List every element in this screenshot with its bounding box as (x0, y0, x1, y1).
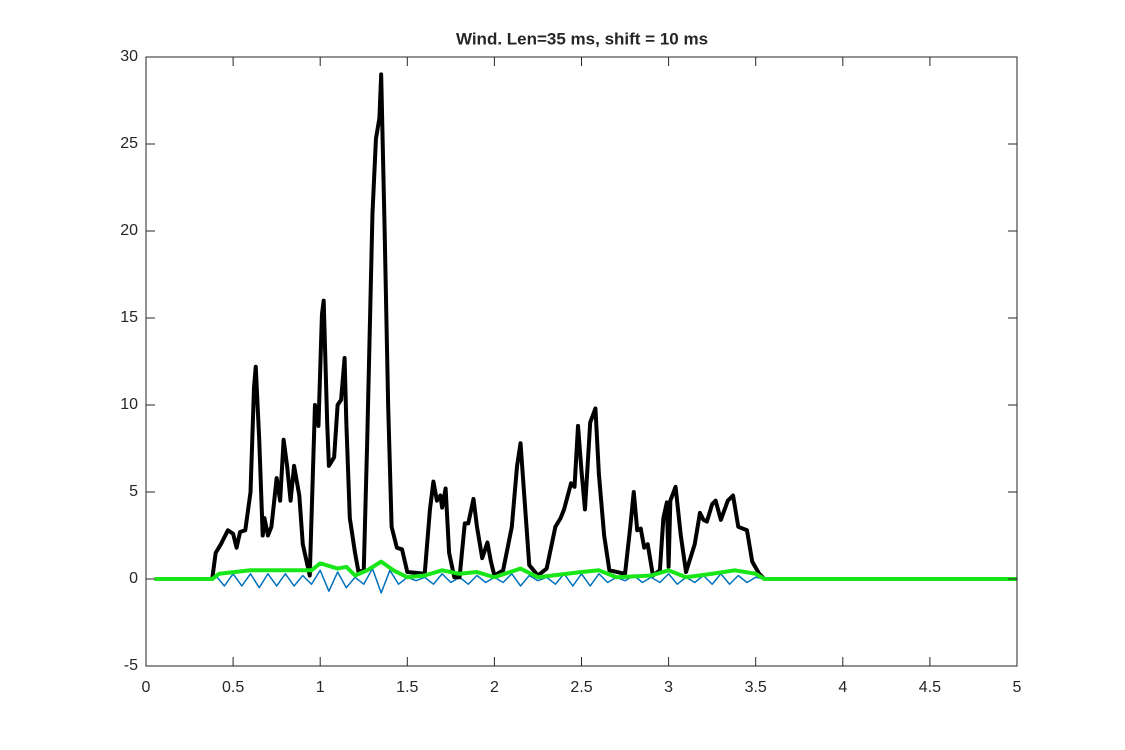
x-tick-label: 4.5 (919, 679, 941, 696)
y-tick-label: 20 (120, 222, 138, 239)
x-tick-label: 4 (838, 679, 847, 696)
x-tick-label: 3.5 (745, 679, 767, 696)
x-tick-label: 1 (316, 679, 325, 696)
x-tick-label: 5 (1013, 679, 1022, 696)
x-tick-label: 1.5 (396, 679, 418, 696)
data-line (154, 567, 1017, 594)
chart-title: Wind. Len=35 ms, shift = 10 ms (456, 29, 708, 48)
x-tick-label: 0.5 (222, 679, 244, 696)
data-line (154, 559, 1017, 581)
y-tick-label: 0 (129, 570, 138, 587)
x-tick-label: 0 (142, 679, 151, 696)
y-tick-label: -5 (124, 657, 138, 674)
x-tick-label: 3 (664, 679, 673, 696)
plot-area (146, 57, 1017, 666)
data-line (154, 72, 1017, 581)
y-tick-label: 30 (120, 48, 138, 65)
y-tick-label: 10 (120, 396, 138, 413)
y-tick-label: 5 (129, 483, 138, 500)
y-tick-label: 25 (120, 135, 138, 152)
x-tick-label: 2.5 (570, 679, 592, 696)
y-tick-label: 15 (120, 309, 138, 326)
x-tick-label: 2 (490, 679, 499, 696)
